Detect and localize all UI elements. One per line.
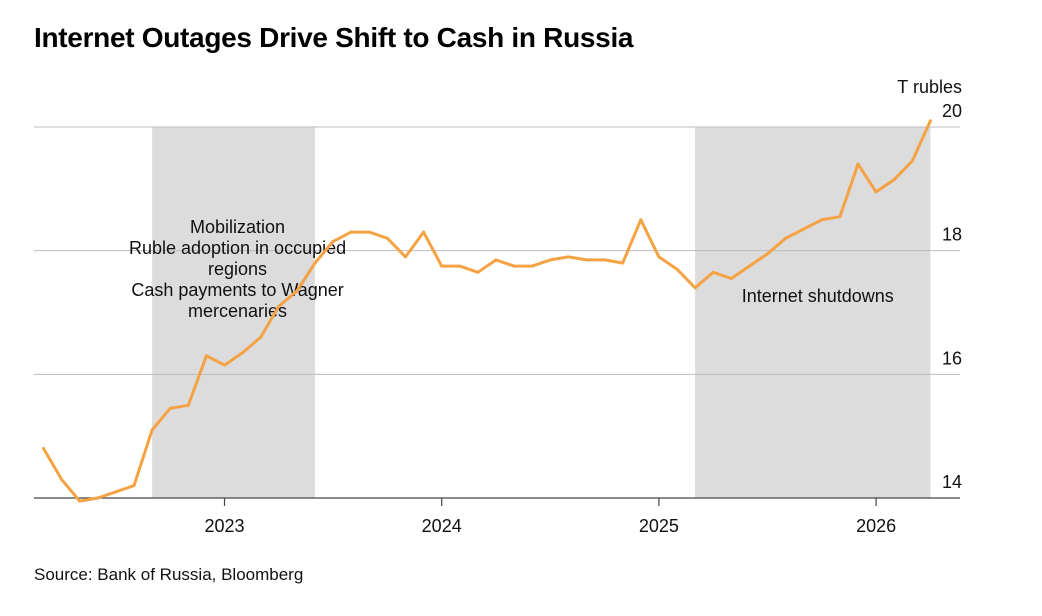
annotation-line: Cash payments to Wagner xyxy=(131,280,343,300)
data-point xyxy=(766,252,769,256)
data-point xyxy=(60,477,64,481)
data-point xyxy=(729,276,733,280)
data-point xyxy=(639,218,643,222)
gridlines xyxy=(34,126,960,375)
data-point xyxy=(928,119,932,123)
chart-title: Internet Outages Drive Shift to Cash in … xyxy=(34,22,634,53)
data-point xyxy=(566,255,570,259)
y-tick-label: 14 xyxy=(942,472,962,492)
data-point xyxy=(114,490,118,494)
annotation-line: Internet shutdowns xyxy=(742,286,894,306)
data-point xyxy=(494,258,498,262)
data-point xyxy=(277,304,281,308)
annotation-line: Ruble adoption in occupied xyxy=(129,238,346,258)
data-point xyxy=(548,258,552,262)
data-point xyxy=(78,499,82,503)
y-tick-label: 20 xyxy=(942,101,962,121)
data-point xyxy=(168,406,172,410)
data-point xyxy=(892,178,896,182)
data-point xyxy=(711,270,715,274)
data-point xyxy=(693,286,697,290)
data-point xyxy=(675,267,679,271)
data-point xyxy=(476,270,480,274)
y-axis: 14 16 18 20 T rubles xyxy=(34,77,962,499)
data-point xyxy=(331,239,335,243)
data-point xyxy=(512,264,516,268)
source-note: Source: Bank of Russia, Bloomberg xyxy=(34,565,304,584)
data-point xyxy=(132,484,136,488)
annotation-line: regions xyxy=(208,259,267,279)
x-axis: 2023 2024 2025 2026 xyxy=(204,498,896,536)
data-point xyxy=(42,447,45,451)
x-tick-label: 2026 xyxy=(856,516,896,536)
series-line xyxy=(42,119,932,503)
data-point xyxy=(223,363,226,367)
series-layer xyxy=(42,119,932,503)
x-tick-label: 2023 xyxy=(204,516,244,536)
data-point xyxy=(458,264,462,268)
x-tick-label: 2024 xyxy=(422,516,462,536)
data-point xyxy=(186,403,190,407)
data-point xyxy=(838,215,842,219)
x-tick-label: 2025 xyxy=(639,516,679,536)
shaded-period-2 xyxy=(695,127,931,498)
shaded-period-1 xyxy=(152,127,315,498)
y-tick-label: 16 xyxy=(942,348,962,368)
y-unit-label: T rubles xyxy=(897,77,962,97)
data-point xyxy=(422,230,426,234)
data-point xyxy=(150,428,154,432)
data-point xyxy=(820,218,824,222)
data-point xyxy=(874,190,878,194)
data-point xyxy=(96,496,100,500)
data-point xyxy=(349,230,353,234)
data-point xyxy=(295,289,299,293)
shaded-periods xyxy=(152,127,931,498)
data-point xyxy=(385,236,389,240)
y-tick-label: 18 xyxy=(942,225,962,245)
data-point xyxy=(367,230,371,234)
data-point xyxy=(657,255,661,259)
data-point xyxy=(204,354,208,358)
data-point xyxy=(621,261,625,265)
data-point xyxy=(603,258,607,262)
data-point xyxy=(802,227,806,231)
data-point xyxy=(784,236,788,240)
data-point xyxy=(313,261,317,265)
data-point xyxy=(259,335,263,339)
data-point xyxy=(856,162,860,166)
data-point xyxy=(585,258,588,262)
data-point xyxy=(404,255,407,259)
data-point xyxy=(241,351,245,355)
annotation-line: Mobilization xyxy=(190,217,285,237)
data-point xyxy=(530,264,534,268)
annotation-line: mercenaries xyxy=(188,301,287,321)
data-point xyxy=(440,264,444,268)
data-point xyxy=(910,159,914,163)
data-point xyxy=(747,264,751,268)
